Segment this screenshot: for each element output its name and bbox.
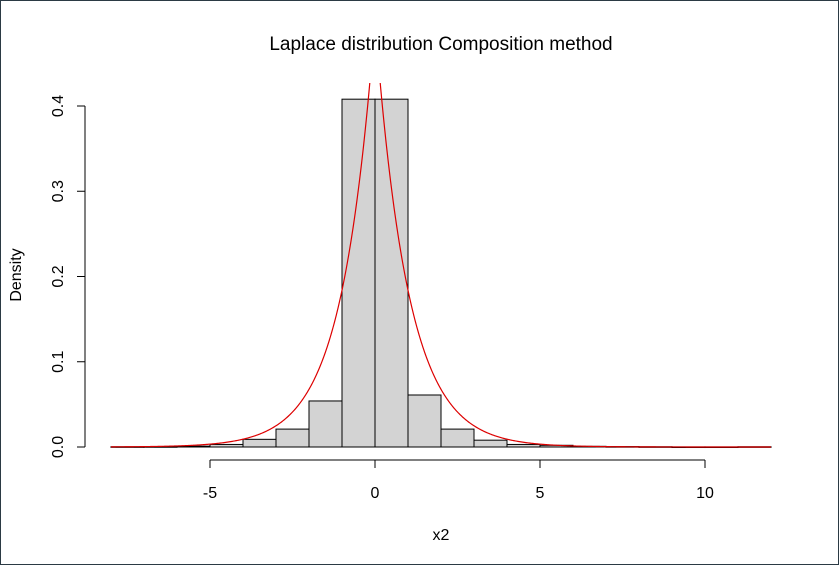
y-axis-label: Density xyxy=(8,248,25,301)
x-tick-label: 5 xyxy=(536,485,545,502)
histogram-bars xyxy=(110,98,772,449)
x-axis-label: x2 xyxy=(433,527,450,544)
histogram-bar xyxy=(407,394,442,448)
histogram-bar xyxy=(506,443,541,448)
histogram-bar xyxy=(242,438,277,448)
histogram-bar xyxy=(473,439,508,448)
y-tick-label: 0.3 xyxy=(50,180,67,202)
y-axis: 0.0 0.1 0.2 0.3 0.4 xyxy=(50,95,86,458)
histogram-bar xyxy=(275,428,310,448)
histogram-bar xyxy=(341,98,376,448)
x-axis: -5 0 5 10 xyxy=(203,459,714,502)
histogram-bar xyxy=(440,428,475,448)
x-tick-label: 0 xyxy=(371,485,380,502)
x-tick-label: -5 xyxy=(203,485,217,502)
y-tick-label: 0.2 xyxy=(50,265,67,287)
histogram-bar xyxy=(308,400,343,448)
y-tick-label: 0.4 xyxy=(50,95,67,117)
y-tick-label: 0.0 xyxy=(50,436,67,458)
y-tick-label: 0.1 xyxy=(50,351,67,373)
density-curve-layer xyxy=(111,83,771,448)
x-tick-label: 10 xyxy=(696,485,714,502)
histogram-bar xyxy=(374,98,409,448)
density-curve xyxy=(111,83,771,448)
histogram-bar xyxy=(209,443,244,448)
chart-title: Laplace distribution Composition method xyxy=(269,34,612,55)
